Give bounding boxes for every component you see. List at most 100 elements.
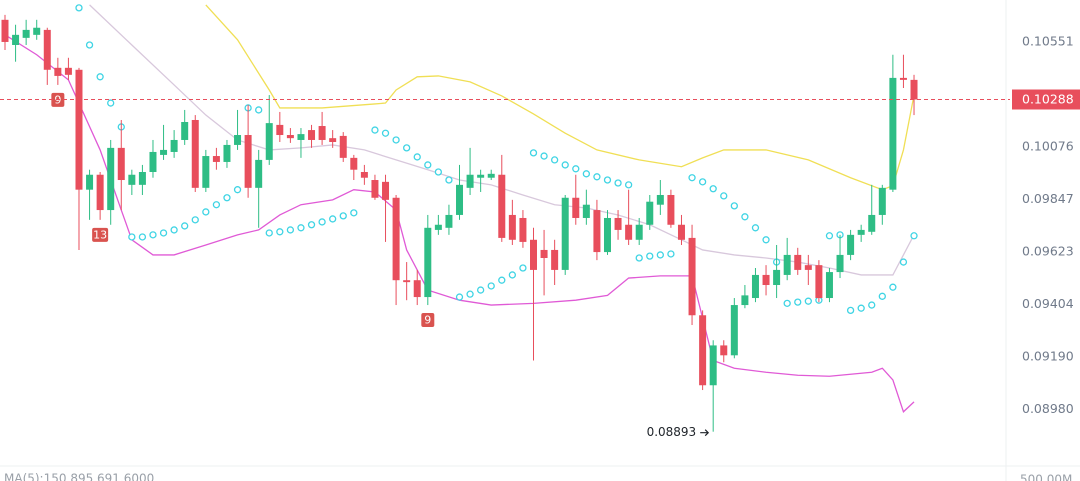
candle-body <box>667 194 675 225</box>
sar-dot <box>138 233 147 241</box>
candle-body <box>1 19 9 42</box>
sar-dot <box>519 264 527 272</box>
candle-body <box>360 171 368 178</box>
candle-body <box>424 227 432 298</box>
candle-body <box>128 174 136 185</box>
sar-dot <box>646 252 654 260</box>
sar-dot <box>783 299 791 308</box>
candle-body <box>498 174 506 238</box>
candle-layer <box>1 14 918 432</box>
sar-dot <box>857 304 865 312</box>
sar-dot <box>741 213 749 221</box>
sar-dot <box>107 99 115 107</box>
candle-body <box>561 197 569 270</box>
candle-body <box>234 135 242 145</box>
candle-body <box>614 217 622 230</box>
candle-body <box>656 194 664 205</box>
sar-dot <box>582 170 590 178</box>
candle-body <box>551 249 559 270</box>
sar-dot <box>297 224 305 232</box>
sar-dot <box>762 236 770 244</box>
candle-body <box>117 147 125 181</box>
candle-body <box>709 345 717 386</box>
td-marker-label: 9 <box>424 314 431 327</box>
candle-body <box>75 69 83 190</box>
sar-dot <box>181 222 189 230</box>
candle-body <box>593 210 601 253</box>
y-tick-label: 0.10076 <box>1022 138 1074 153</box>
candle-body <box>730 305 738 356</box>
candle-body <box>699 315 707 386</box>
sar-dot <box>698 178 707 186</box>
candle-body <box>276 124 284 136</box>
candle-body <box>487 173 495 178</box>
y-tick-label: 0.09847 <box>1022 191 1074 206</box>
candle-body <box>244 135 252 188</box>
sar-dot <box>307 221 316 229</box>
candle-body <box>540 249 548 259</box>
sar-dot <box>487 282 495 290</box>
candle-body <box>751 274 759 299</box>
candle-body <box>191 119 199 188</box>
sar-dot <box>889 283 897 291</box>
sar-dot <box>128 233 136 241</box>
candle-body <box>413 280 421 298</box>
candle-body <box>762 274 770 286</box>
candle-body <box>910 79 918 100</box>
candle-body <box>350 157 358 170</box>
sar-dot <box>233 186 242 194</box>
label-layer: 0.10551 0.10076 0.09847 0.09623 0.09404 0.091… <box>0 33 1080 439</box>
sar-dot <box>466 290 474 298</box>
candle-body <box>86 174 94 190</box>
volume-axis-label: 500.00M <box>1020 473 1072 481</box>
current-price-label: 0.10288 <box>1022 92 1074 107</box>
candle-body <box>889 77 897 190</box>
sar-dot <box>751 224 760 232</box>
candle-body <box>308 130 316 140</box>
candle-body <box>318 126 326 140</box>
candle-body <box>64 67 72 75</box>
candle-body <box>741 295 749 306</box>
candle-body <box>54 67 62 76</box>
sar-dot <box>688 174 696 182</box>
sar-dot <box>149 231 157 239</box>
sar-dot <box>413 153 421 161</box>
sar-dot <box>572 165 580 173</box>
candle-body <box>160 149 168 155</box>
td-marker-box <box>421 313 435 328</box>
candle-body <box>773 269 781 286</box>
sar-dot <box>593 173 601 181</box>
sar-dot <box>212 201 221 209</box>
sar-dot <box>846 306 855 315</box>
sar-dot <box>339 212 347 220</box>
y-tick-label: 0.09623 <box>1022 243 1074 258</box>
candle-body <box>878 187 886 215</box>
sar-dot <box>603 176 612 184</box>
candle-body <box>508 214 516 240</box>
candle-body <box>392 197 400 281</box>
sar-dot <box>392 136 400 144</box>
candle-body <box>825 272 833 299</box>
low-price-arrow <box>700 429 710 437</box>
sar-dot <box>910 232 918 240</box>
indicator-line <box>205 4 915 191</box>
sar-dot <box>614 179 622 187</box>
sar-dot <box>720 192 728 200</box>
sar-dot <box>550 156 559 164</box>
candle-body <box>43 29 51 70</box>
sar-dot <box>329 215 337 223</box>
sar-dot <box>434 168 443 176</box>
candle-body <box>635 224 643 240</box>
candle-body <box>646 201 654 225</box>
sar-dot <box>899 258 908 266</box>
sar-dot <box>75 4 83 12</box>
candle-body <box>804 265 812 270</box>
sar-dot <box>508 271 517 279</box>
sar-dot <box>794 298 802 306</box>
sar-dot <box>85 41 94 49</box>
candle-body <box>783 254 791 275</box>
sar-dot <box>624 181 633 189</box>
candle-body <box>212 156 220 162</box>
sar-dot <box>529 149 538 157</box>
sar-dot <box>445 176 453 184</box>
